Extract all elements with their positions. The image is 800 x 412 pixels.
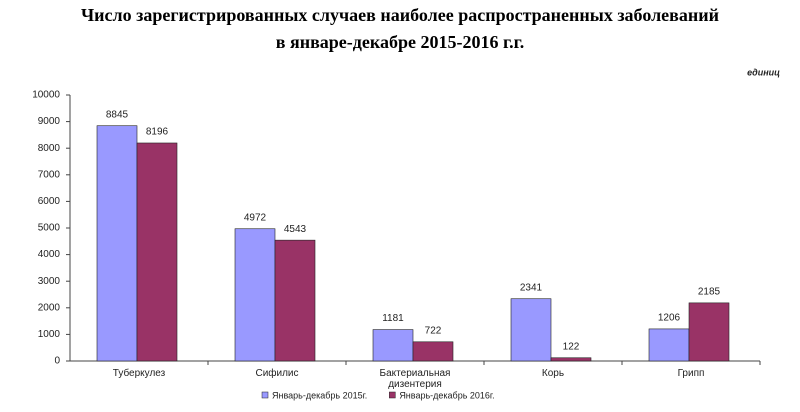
value-label: 2341 [520, 282, 543, 293]
value-label: 2185 [698, 287, 721, 298]
x-tick-label: Сифилис [255, 368, 299, 379]
bar [372, 329, 414, 362]
y-tick-label: 6000 [38, 196, 61, 207]
value-label: 8845 [106, 109, 129, 120]
bar [274, 239, 316, 362]
bar [412, 341, 454, 362]
legend-swatch [261, 391, 269, 399]
chart-title: Число зарегистрированных случаев наиболе… [81, 5, 719, 25]
bar [234, 228, 276, 362]
legend-label: Январь-декабрь 2015г. [272, 390, 367, 400]
y-tick-label: 7000 [38, 169, 61, 180]
unit-label: единиц [747, 67, 780, 77]
chart-title: в январе-декабре 2015-2016 г.г. [276, 32, 525, 52]
value-label: 4972 [244, 212, 267, 223]
bar [550, 357, 592, 362]
bar [96, 125, 138, 362]
bar [136, 142, 178, 362]
y-tick-label: 10000 [32, 90, 60, 101]
bar [648, 328, 690, 362]
x-tick-label: Корь [541, 368, 565, 379]
legend-swatch [389, 391, 396, 399]
value-label: 4543 [284, 224, 307, 235]
value-label: 722 [425, 325, 442, 336]
value-label: 1181 [382, 313, 404, 324]
y-tick-label: 0 [54, 356, 60, 367]
y-tick-label: 3000 [38, 276, 61, 287]
x-tick-label: Бактериальная дизентерия [379, 368, 451, 390]
value-label: 1206 [658, 313, 681, 324]
y-tick-label: 2000 [38, 302, 61, 313]
bar [688, 302, 730, 362]
y-tick-label: 9000 [38, 116, 61, 127]
x-tick-label: Грипп [677, 368, 705, 379]
y-tick-label: 4000 [38, 249, 61, 260]
value-label: 122 [563, 341, 580, 352]
y-tick-label: 5000 [38, 223, 61, 234]
y-tick-label: 1000 [38, 329, 61, 340]
bar [510, 298, 552, 362]
legend-label: Январь-декабрь 2016г. [399, 390, 494, 400]
y-tick-label: 8000 [38, 143, 61, 154]
x-tick-label: Туберкулез [112, 368, 166, 379]
value-label: 8196 [146, 127, 169, 138]
